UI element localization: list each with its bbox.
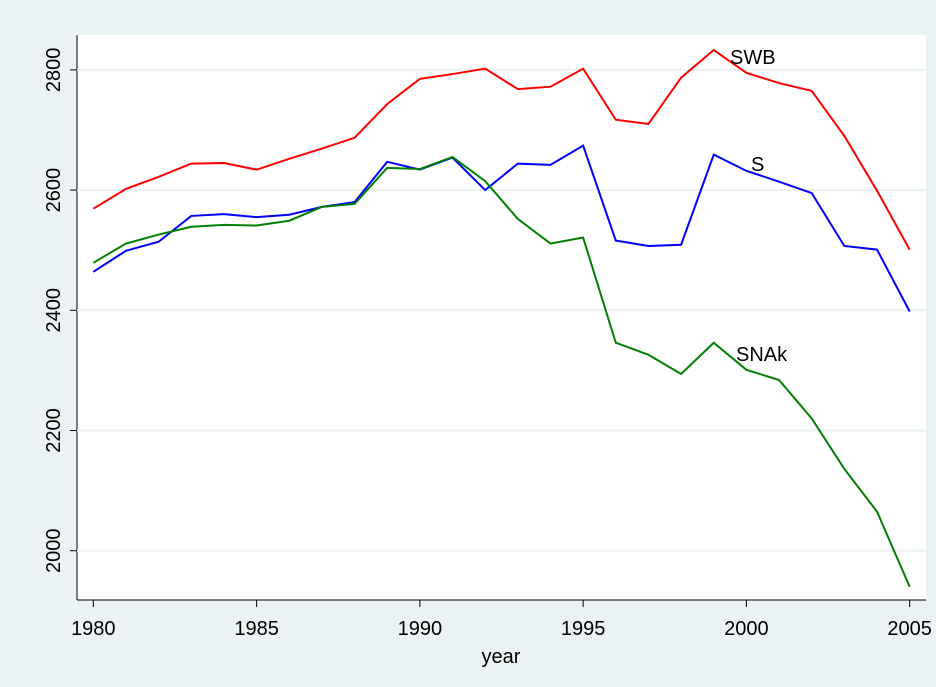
x-tick-label: 2000: [724, 618, 769, 640]
x-tick-label: 1995: [561, 618, 606, 640]
series-line: [92, 155, 911, 588]
plot-area: [77, 35, 926, 600]
x-tick-label: 1990: [398, 618, 443, 640]
y-tick-label: 2800: [43, 48, 65, 93]
x-axis-title: year: [482, 646, 521, 668]
y-tick-label: 2200: [43, 408, 65, 453]
series-label: SNAk: [736, 344, 788, 366]
series-line: [92, 48, 911, 251]
series-line: [92, 144, 911, 312]
series-label: SWB: [730, 47, 776, 69]
y-tick-label: 2000: [43, 528, 65, 573]
series-label: S: [751, 154, 764, 176]
x-tick-label: 2005: [887, 618, 932, 640]
y-tick-label: 2600: [43, 168, 65, 213]
y-tick-label: 2400: [43, 288, 65, 333]
x-tick-label: 1980: [71, 618, 116, 640]
x-tick-label: 1985: [234, 618, 279, 640]
